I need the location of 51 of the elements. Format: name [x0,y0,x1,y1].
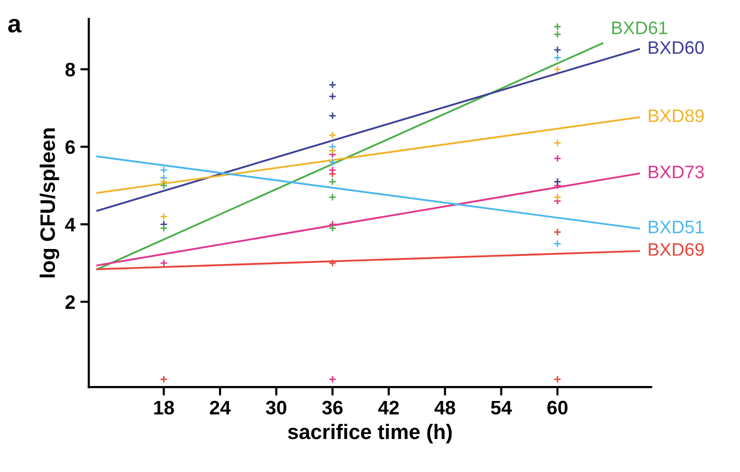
series-label: BXD89 [648,109,704,122]
point [554,30,562,38]
x-tick-label: 60 [547,400,568,415]
x-tick-label: 18 [154,400,174,415]
point [328,131,336,140]
point [328,158,336,166]
point [328,92,336,100]
point [160,166,168,174]
point [160,375,168,384]
point [328,166,336,174]
series-label: BXD69 [648,243,704,256]
point [554,54,562,62]
x-axis-title: sacrifice time (h) [288,424,452,444]
y-tick-label: 4 [65,218,76,232]
series-label: BXD61 [612,21,668,34]
series-label: BXD60 [648,41,704,54]
x-tick-label: 54 [491,400,512,415]
point [554,46,562,54]
point [328,259,336,267]
point [160,182,168,190]
x-tick-label: 36 [322,400,343,415]
point [554,228,562,236]
point [554,154,562,162]
series-label: BXD51 [648,220,704,234]
x-tick-label: 42 [378,400,399,414]
chart-title: a [8,18,22,33]
point [554,138,562,147]
point [328,146,336,155]
point [328,112,336,120]
x-tick-label: 24 [210,400,231,414]
point [160,224,168,232]
series-label: BXD73 [648,166,704,178]
point [328,224,336,232]
point [554,375,562,384]
y-axis-title: log CFU/spleen [40,128,60,278]
y-tick-label: 8 [65,62,76,76]
point [328,375,336,384]
point [328,80,336,89]
x-tick-label: 30 [266,400,286,415]
point [328,178,336,186]
x-tick-label: 48 [434,400,456,415]
point [328,193,336,202]
point [554,178,562,186]
y-tick-label: 2 [65,295,75,309]
point [554,65,562,74]
point [554,240,562,248]
point [160,259,168,267]
point [554,22,562,31]
y-tick-label: 6 [66,140,75,154]
point [160,212,168,220]
point [554,193,562,202]
